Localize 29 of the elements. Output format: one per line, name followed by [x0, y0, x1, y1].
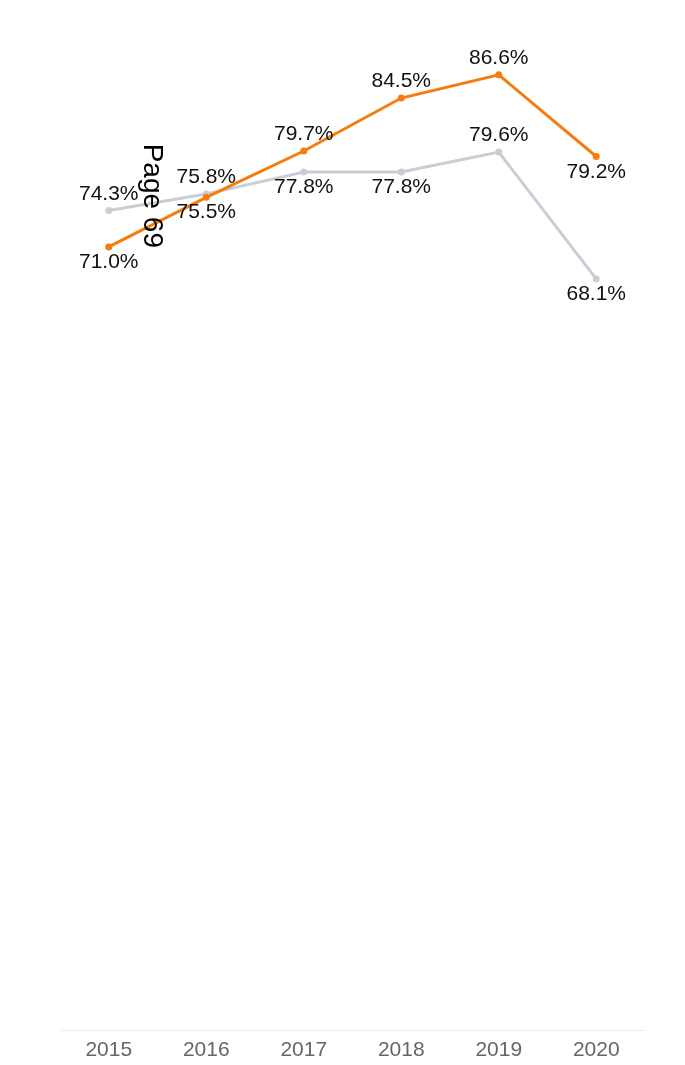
point	[592, 152, 600, 160]
data-label: 75.5%	[176, 199, 237, 223]
data-label: 86.6%	[468, 45, 529, 69]
point	[495, 148, 503, 156]
x-tick-label: 2019	[475, 1037, 523, 1061]
data-label: 71.0%	[78, 249, 139, 273]
x-tick-label: 2018	[377, 1037, 425, 1061]
data-label: 79.6%	[468, 122, 529, 146]
point	[300, 168, 308, 176]
point	[105, 243, 113, 251]
data-label: 79.7%	[273, 121, 334, 145]
x-tick-label: 2020	[572, 1037, 620, 1061]
data-label: 77.8%	[273, 174, 334, 198]
data-label: 68.1%	[566, 281, 627, 305]
point	[397, 94, 405, 102]
point	[495, 71, 503, 79]
point	[300, 147, 308, 155]
annotation: Page 69	[137, 143, 169, 248]
x-tick-label: 2017	[280, 1037, 328, 1061]
x-tick-label: 2015	[85, 1037, 133, 1061]
point	[592, 275, 600, 283]
data-label: 84.5%	[371, 68, 432, 92]
x-tick-label: 2016	[182, 1037, 230, 1061]
data-label: 79.2%	[566, 158, 627, 182]
data-label: 75.8%	[176, 164, 237, 188]
data-label: 74.3%	[78, 180, 139, 204]
point	[105, 207, 113, 215]
point	[397, 168, 405, 176]
data-label: 77.8%	[371, 174, 432, 198]
